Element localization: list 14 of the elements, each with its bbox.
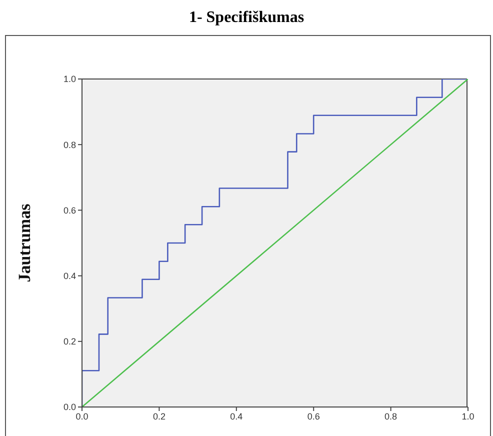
y-axis-title: Jautrumas: [15, 203, 34, 282]
y-tick-label: 0.8: [63, 140, 76, 150]
chart-title: 1- Specifiškumas: [188, 8, 306, 28]
y-tick-label: 1.0: [63, 74, 76, 84]
x-tick-label: 0.4: [230, 411, 243, 422]
x-tick-label: 0.8: [384, 411, 398, 422]
x-tick-label: 0.6: [307, 411, 320, 422]
y-tick-label: 0.0: [63, 402, 76, 412]
x-tick-label: 1.0: [462, 411, 474, 422]
y-tick-label: 0.6: [63, 205, 76, 216]
y-tick-label: 0.4: [63, 270, 76, 281]
y-tick-label: 0.2: [63, 336, 76, 347]
x-tick-label: 0.2: [152, 411, 166, 422]
x-tick-label: 0.0: [76, 411, 88, 422]
